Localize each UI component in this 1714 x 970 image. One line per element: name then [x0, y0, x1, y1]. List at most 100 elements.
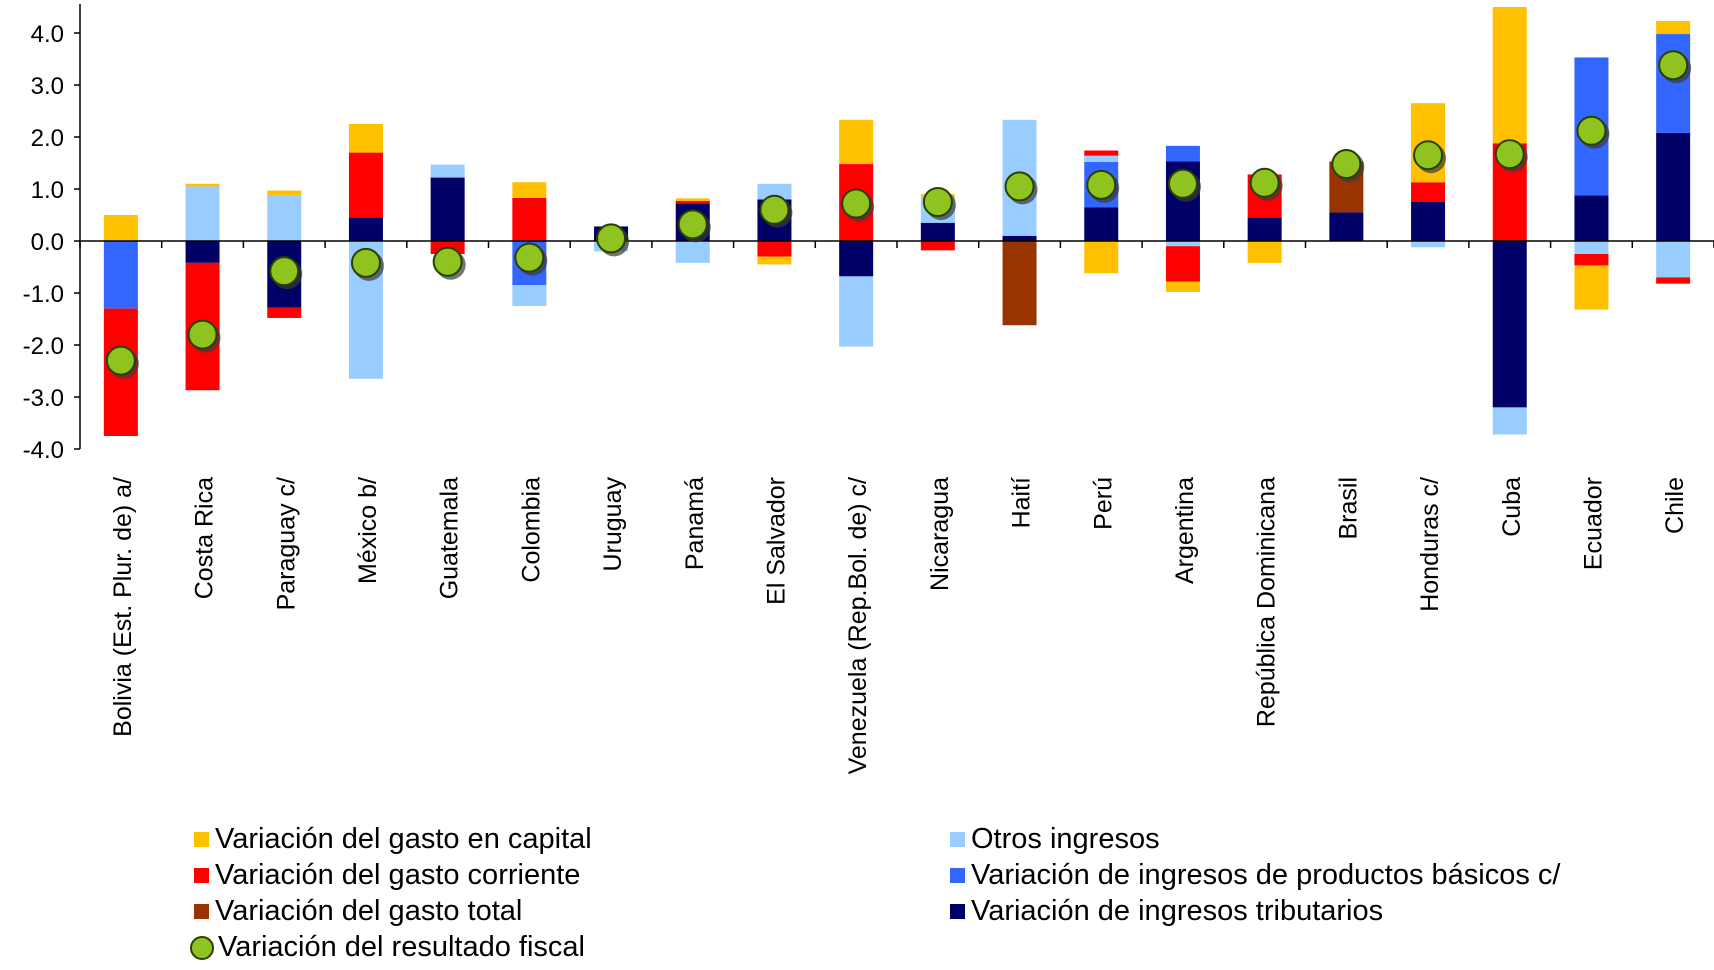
bar-segment	[1574, 265, 1609, 310]
fiscal-result-marker	[350, 247, 381, 278]
x-category-label: México b/	[354, 477, 382, 584]
y-tick-label: -4.0	[23, 437, 64, 464]
bar-segment	[1084, 241, 1119, 274]
y-tick-label: -2.0	[23, 333, 64, 360]
fiscal-result-marker	[1413, 140, 1444, 171]
bar-segment	[675, 241, 710, 263]
bar-segment	[348, 217, 383, 241]
bar-segment	[1084, 150, 1119, 156]
fiscal-result-marker	[1576, 115, 1607, 146]
bar-segment	[1492, 241, 1527, 408]
fiscal-result-marker	[1331, 149, 1362, 180]
bar-segment	[512, 182, 547, 198]
x-category-label: Brasil	[1334, 477, 1362, 540]
bar-segment	[430, 177, 465, 241]
bar-segment	[512, 197, 547, 241]
bar-segment	[103, 241, 138, 309]
bar-segment	[1656, 277, 1691, 284]
bar-segment	[267, 195, 302, 241]
bar-segment	[1656, 21, 1691, 35]
fiscal-result-marker	[1167, 168, 1198, 199]
x-category-label: Colombia	[517, 477, 545, 583]
bar-segment	[757, 241, 792, 257]
x-category-label: Ecuador	[1579, 477, 1607, 570]
bar-segment	[348, 124, 383, 153]
bar-segment	[1165, 246, 1200, 282]
bar-segment	[757, 183, 792, 200]
fiscal-result-marker	[922, 187, 953, 217]
fiscal-result-marker	[1086, 169, 1117, 200]
bar-segment	[1411, 202, 1446, 241]
bar-segment	[1492, 7, 1527, 144]
bar-segment	[348, 152, 383, 218]
fiscal-result-marker	[1004, 171, 1035, 202]
x-category-label: Cuba	[1498, 477, 1526, 537]
bar-segment	[267, 190, 302, 196]
bar-segment	[757, 256, 792, 265]
bar-segment	[1165, 241, 1200, 247]
bar-segment	[1084, 155, 1119, 162]
bar-segment	[1411, 241, 1446, 248]
x-category-label: Panamá	[681, 477, 709, 570]
bar-segment	[512, 285, 547, 306]
bar-segment	[839, 241, 874, 277]
y-tick-label: -3.0	[23, 385, 64, 412]
bar-segment	[1574, 254, 1609, 266]
fiscal-result-marker	[677, 209, 708, 240]
x-category-label: República Dominicana	[1253, 477, 1281, 727]
bar-segment	[1656, 132, 1691, 241]
fiscal-result-marker	[514, 242, 545, 273]
bar-segment	[185, 241, 220, 263]
bar-segment	[675, 198, 710, 201]
bar-segment	[1656, 34, 1691, 133]
x-category-label: Nicaragua	[926, 477, 954, 591]
bar-segment	[1492, 407, 1527, 435]
fiscal-result-marker	[596, 223, 627, 254]
y-tick-label: 3.0	[31, 73, 64, 100]
fiscal-result-marker	[432, 246, 463, 277]
bar-segment	[1411, 182, 1446, 202]
bar-segment	[1165, 281, 1200, 292]
bar-segment	[839, 119, 874, 165]
x-category-label: El Salvador	[762, 477, 790, 605]
bar-segment	[267, 307, 302, 318]
y-tick-label: 2.0	[31, 125, 64, 152]
bar-segment	[185, 183, 220, 187]
y-tick-label: 0.0	[31, 229, 64, 256]
y-tick-label: 4.0	[31, 21, 64, 48]
x-category-label: Bolivia (Est. Plur. de) a/	[109, 477, 137, 737]
bar-segment	[1656, 241, 1691, 278]
bar-segment	[1574, 241, 1609, 254]
y-tick-label: 1.0	[31, 177, 64, 204]
y-tick-label: -1.0	[23, 281, 64, 308]
x-category-label: Honduras c/	[1416, 477, 1444, 612]
fiscal-result-marker	[105, 345, 136, 376]
bar-segment	[1247, 217, 1282, 241]
bar-segment	[1002, 235, 1037, 241]
bar-segment	[1165, 145, 1200, 162]
fiscal-result-marker	[187, 319, 218, 350]
bar-segment	[920, 222, 955, 241]
bar-segment	[103, 215, 138, 241]
x-category-label: Chile	[1661, 477, 1689, 534]
x-category-label: Venezuela (Rep.Bol. de) c/	[844, 477, 872, 774]
fiscal-result-marker	[1249, 167, 1280, 198]
bar-segment	[839, 276, 874, 347]
bar-segment	[1084, 207, 1119, 241]
bar-segment	[430, 164, 465, 178]
bar-segment	[1574, 195, 1609, 241]
x-category-label: Uruguay	[599, 477, 627, 572]
fiscal-result-marker	[269, 256, 300, 287]
bar-segment	[1329, 212, 1364, 241]
x-category-label: Guatemala	[436, 477, 464, 599]
fiscal-result-marker	[1494, 139, 1525, 170]
bar-segment	[185, 186, 220, 241]
x-category-label: Paraguay c/	[272, 477, 300, 610]
x-category-label: Haití	[1008, 477, 1036, 528]
bar-segment	[920, 241, 955, 251]
fiscal-result-marker	[1658, 50, 1689, 81]
x-category-label: Costa Rica	[191, 477, 219, 599]
fiscal-result-marker	[759, 194, 790, 225]
